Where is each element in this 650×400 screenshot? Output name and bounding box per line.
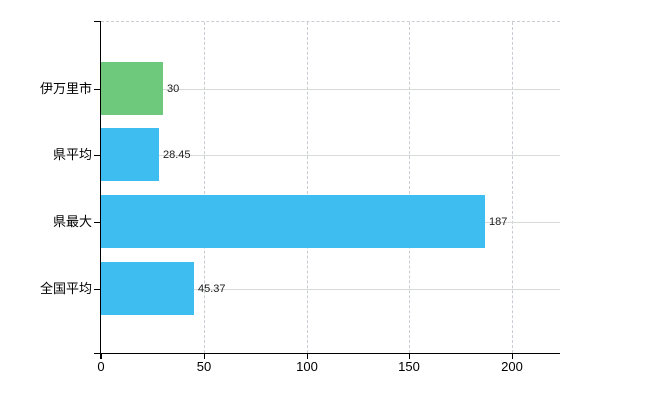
y-axis-tick bbox=[94, 289, 100, 290]
x-axis-tick-label: 100 bbox=[296, 359, 318, 374]
x-axis-tick-label: 200 bbox=[501, 359, 523, 374]
x-axis-tick-label: 0 bbox=[97, 359, 105, 374]
plot-top-border bbox=[101, 21, 560, 22]
y-axis-tick bbox=[94, 155, 100, 156]
y-axis-tick bbox=[94, 222, 100, 223]
x-axis-tick-label: 50 bbox=[196, 359, 212, 374]
category-label: 全国平均 bbox=[39, 281, 92, 296]
bar-value-label: 28.45 bbox=[163, 149, 191, 161]
bar bbox=[101, 62, 163, 115]
horizontal-gridline bbox=[101, 89, 560, 90]
category-label: 伊万里市 bbox=[39, 81, 92, 96]
y-axis-top-tick bbox=[94, 21, 101, 22]
x-axis-tick bbox=[307, 354, 308, 359]
x-axis-tick bbox=[409, 354, 410, 359]
bar-value-label: 187 bbox=[489, 216, 508, 228]
vertical-gridline bbox=[307, 22, 308, 353]
x-axis-tick bbox=[204, 354, 205, 359]
category-label: 県最大 bbox=[52, 214, 92, 229]
y-axis-line bbox=[100, 21, 101, 359]
y-axis-tick bbox=[94, 89, 100, 90]
horizontal-gridline bbox=[101, 289, 560, 290]
vertical-gridline bbox=[409, 22, 410, 353]
bar-value-label: 45.37 bbox=[198, 283, 226, 295]
vertical-gridline bbox=[204, 22, 205, 353]
bar bbox=[101, 262, 194, 315]
vertical-gridline bbox=[512, 22, 513, 353]
category-label: 県平均 bbox=[52, 147, 92, 162]
horizontal-gridline bbox=[101, 155, 560, 156]
bar bbox=[101, 128, 159, 181]
bar-value-label: 30 bbox=[167, 83, 180, 95]
x-axis-tick bbox=[512, 354, 513, 359]
bar bbox=[101, 195, 485, 248]
x-axis-tick-label: 150 bbox=[398, 359, 420, 374]
x-axis-line bbox=[94, 353, 560, 354]
x-axis-tick bbox=[101, 354, 102, 359]
